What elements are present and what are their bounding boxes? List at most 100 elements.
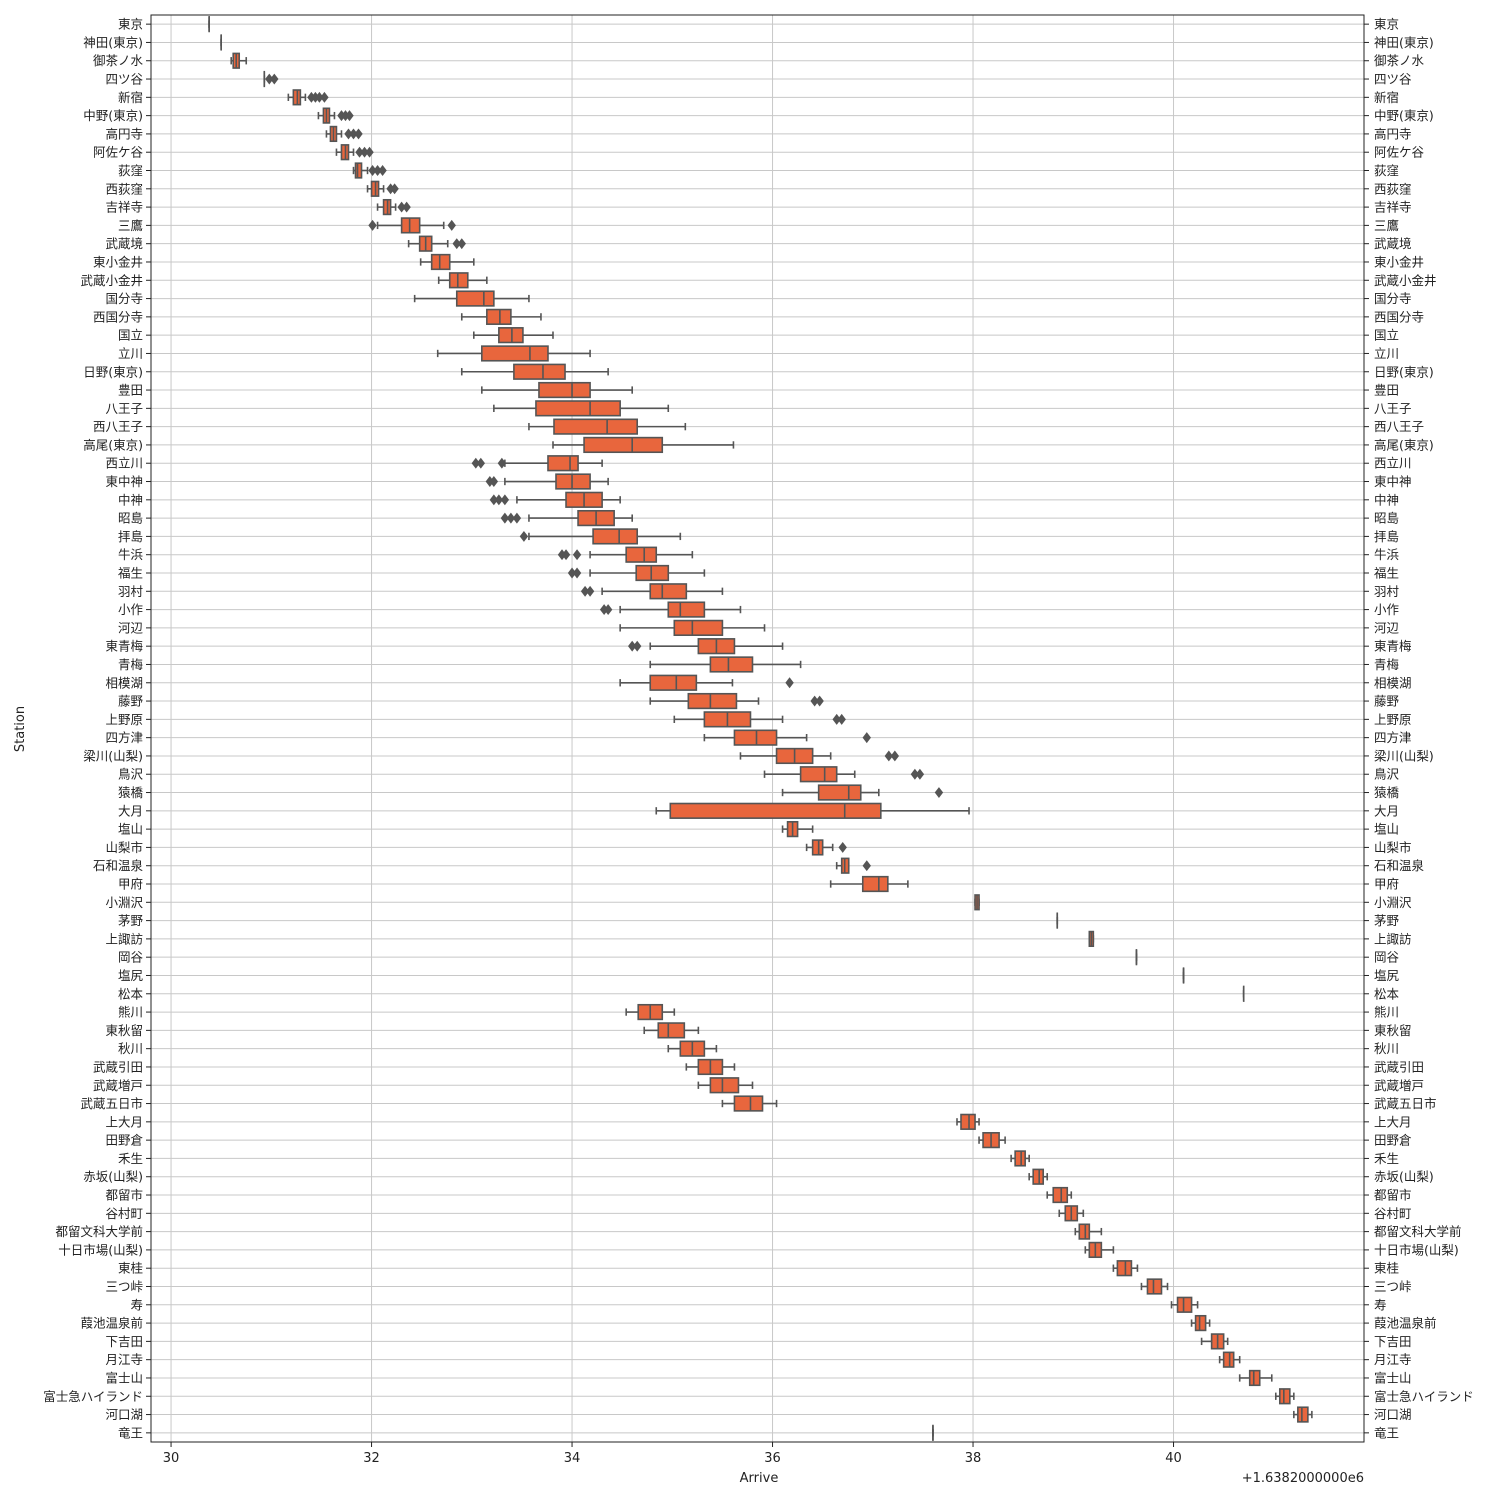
- iqr-box: [813, 840, 823, 855]
- box-28: [501, 511, 633, 526]
- y-tick-label-right: 上野原: [1374, 712, 1412, 727]
- iqr-box: [539, 383, 590, 398]
- box-13: [409, 236, 466, 251]
- y-tick-label-right: 三つ峠: [1374, 1279, 1412, 1294]
- y-tick-label-right: 葭池温泉前: [1374, 1316, 1437, 1331]
- y-tick-label-right: 武蔵増戸: [1374, 1078, 1424, 1093]
- box-55: [626, 1005, 674, 1020]
- y-tick-label-right: 青梅: [1374, 657, 1399, 672]
- box-29: [520, 529, 681, 544]
- y-tick-label: 河辺: [118, 620, 144, 635]
- y-tick-label: 鳥沢: [118, 767, 144, 782]
- y-tick-label: 東秋留: [105, 1023, 143, 1038]
- y-tick-label: 御茶ノ水: [93, 53, 144, 68]
- y-tick-label-right: 阿佐ケ谷: [1374, 145, 1425, 160]
- outlier-point: [501, 494, 509, 505]
- box-64: [1029, 1169, 1047, 1184]
- x-tick-label: 30: [163, 1451, 180, 1466]
- box-60: [722, 1096, 776, 1111]
- box-16: [415, 291, 529, 306]
- box-3: [231, 53, 246, 68]
- box-76: [1276, 1389, 1294, 1404]
- y-tick-label-right: 富士急ハイランド: [1374, 1389, 1474, 1404]
- y-tick-label: 神田(東京): [83, 35, 143, 50]
- y-tick-label: 武蔵引田: [93, 1059, 143, 1074]
- iqr-box: [734, 730, 776, 745]
- iqr-box: [556, 474, 590, 489]
- iqr-box: [1147, 1279, 1161, 1294]
- y-tick-label: 東京: [118, 17, 143, 32]
- y-tick-label: 昭島: [118, 511, 143, 526]
- iqr-box: [536, 401, 620, 416]
- box-66: [1059, 1206, 1083, 1221]
- y-tick-label: 十日市場(山梨): [58, 1242, 143, 1257]
- box-22: [494, 401, 668, 416]
- y-tick-label-right: 武蔵五日市: [1374, 1096, 1437, 1111]
- box-17: [462, 310, 541, 325]
- y-tick-label-right: 神田(東京): [1374, 35, 1434, 50]
- box-11: [378, 200, 411, 215]
- box-20: [462, 364, 608, 379]
- y-tick-label-right: 十日市場(山梨): [1374, 1242, 1459, 1257]
- iqr-box: [863, 877, 888, 892]
- y-tick-label-right: 東桂: [1374, 1261, 1399, 1276]
- iqr-box: [670, 804, 881, 819]
- grid-lines: [151, 15, 1364, 1442]
- y-tick-label: 上諏訪: [105, 931, 143, 946]
- box-4: [264, 72, 278, 87]
- y-tick-label-right: 茅野: [1374, 913, 1400, 928]
- outlier-point: [368, 220, 376, 231]
- outlier-point: [863, 860, 871, 871]
- iqr-box: [457, 291, 494, 306]
- y-tick-label: 禾生: [118, 1151, 143, 1166]
- y-tick-label-right: 西国分寺: [1374, 309, 1424, 324]
- iqr-box: [710, 1078, 738, 1093]
- iqr-box: [819, 785, 861, 800]
- x-axis-offset-label: +1.6382000000e6: [1242, 1471, 1364, 1486]
- box-68: [1085, 1243, 1113, 1258]
- y-tick-label: 西荻窪: [105, 181, 143, 196]
- box-14: [421, 255, 474, 270]
- y-tick-label: 富士急ハイランド: [43, 1389, 143, 1404]
- box-19: [438, 346, 590, 361]
- y-tick-label-right: 河口湖: [1374, 1407, 1412, 1422]
- y-tick-label-right: 寿: [1374, 1297, 1387, 1312]
- iqr-box: [1250, 1371, 1260, 1386]
- y-tick-label-right: 小淵沢: [1374, 895, 1412, 910]
- y-tick-label: 荻窪: [118, 163, 143, 178]
- y-tick-label: 高円寺: [105, 126, 143, 141]
- y-tick-label-right: 都留文科大学前: [1374, 1224, 1462, 1239]
- y-tick-label: 梁川(山梨): [83, 748, 143, 763]
- y-tick-label: 八王子: [105, 401, 143, 416]
- y-tick-label-right: 立川: [1374, 346, 1399, 361]
- y-tick-label-right: 岡谷: [1374, 950, 1400, 965]
- y-tick-label-right: 下吉田: [1374, 1334, 1412, 1349]
- y-tick-label-right: 新宿: [1374, 90, 1399, 105]
- y-tick-label: 東小金井: [93, 254, 143, 269]
- box-75: [1240, 1371, 1272, 1386]
- outlier-point: [458, 238, 466, 249]
- y-tick-label-right: 武蔵境: [1374, 236, 1412, 251]
- y-tick-label-right: 松本: [1374, 986, 1400, 1001]
- y-tick-label: 四方津: [105, 730, 143, 745]
- iqr-box: [548, 456, 578, 471]
- box-72: [1192, 1316, 1210, 1331]
- y-tick-label-right: 石和温泉: [1374, 858, 1425, 873]
- y-tick-label-right: 武蔵引田: [1374, 1059, 1424, 1074]
- y-tick-label-right: 塩山: [1374, 822, 1399, 837]
- iqr-box: [668, 602, 704, 617]
- y-tick-label: 拝島: [118, 529, 143, 544]
- box-15: [439, 273, 487, 288]
- plot-frame: [151, 15, 1364, 1442]
- y-tick-label-right: 秋川: [1374, 1041, 1399, 1056]
- y-tick-label: 上大月: [105, 1114, 143, 1129]
- y-tick-label-right: 梁川(山梨): [1374, 748, 1434, 763]
- box-30: [558, 547, 693, 562]
- iqr-box: [487, 310, 511, 325]
- iqr-box: [650, 584, 686, 599]
- box-67: [1075, 1224, 1101, 1239]
- iqr-box: [584, 438, 662, 453]
- y-tick-label-right: 羽村: [1374, 584, 1400, 599]
- box-51: [1089, 932, 1093, 947]
- y-tick-label-right: 河辺: [1374, 620, 1400, 635]
